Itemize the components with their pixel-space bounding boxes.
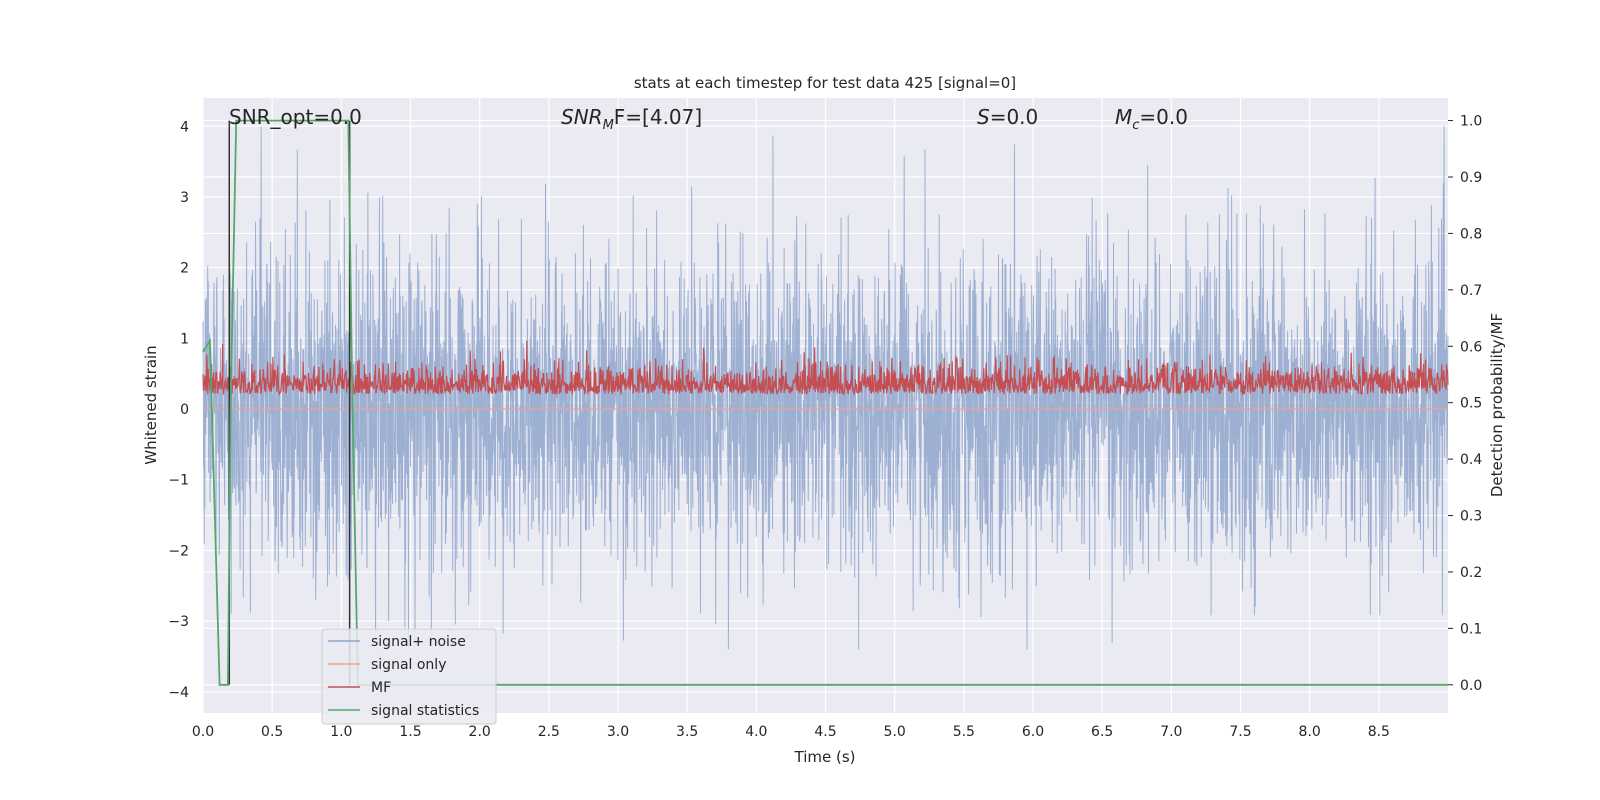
x-tick-label: 7.0 [1160, 724, 1182, 740]
y-tick-label-right: 0.9 [1460, 170, 1482, 186]
x-tick-label: 8.5 [1368, 724, 1390, 740]
annotation-snr-mf: SNRMF=[4.07] [561, 105, 702, 133]
y-tick-label-right: 0.5 [1460, 396, 1482, 412]
legend-label-signal-only: signal only [371, 657, 446, 673]
y-tick-label-right: 0.1 [1460, 621, 1482, 637]
y-axis-label-left: Whitened strain [142, 345, 160, 464]
legend-label-signal-noise: signal+ noise [371, 634, 466, 650]
annotation-s: S=0.0 [977, 105, 1038, 129]
legend-label-signal-statistics: signal statistics [371, 703, 479, 719]
y-tick-label-right: 0.0 [1460, 678, 1482, 694]
series-mf [202, 340, 1449, 397]
x-tick-label: 5.5 [953, 724, 975, 740]
legend-box [321, 628, 497, 725]
y-tick-label-left: −4 [168, 685, 189, 701]
y-tick-label-right: 0.6 [1460, 339, 1482, 355]
legend: signal+ noise signal only MF signal stat… [321, 628, 497, 725]
x-axis-label: Time (s) [794, 748, 856, 766]
y-tick-label-right: 0.2 [1460, 565, 1482, 581]
y-tick-label-left: −3 [168, 614, 189, 630]
x-tick-label: 6.0 [1022, 724, 1044, 740]
y-tick-label-left: −2 [168, 543, 189, 559]
x-tick-label: 0.0 [192, 724, 214, 740]
y-ticks-left: −4 −3 −2 −1 0 1 2 3 4 [168, 119, 189, 701]
x-tick-label: 5.0 [884, 724, 906, 740]
legend-label-mf: MF [371, 680, 391, 696]
x-tick-label: 1.5 [399, 724, 421, 740]
y-tick-label-right: 0.4 [1460, 452, 1482, 468]
x-tick-label: 3.0 [607, 724, 629, 740]
chart-title: stats at each timestep for test data 425… [634, 74, 1016, 92]
series-signal-noise [202, 126, 1449, 650]
y-tick-label-right: 1.0 [1460, 114, 1482, 130]
y-tick-label-right: 0.7 [1460, 283, 1482, 299]
x-tick-label: 3.5 [676, 724, 698, 740]
y-axis-label-right: Detection probability/MF [1488, 313, 1506, 497]
x-tick-label: 4.5 [814, 724, 836, 740]
x-tick-label: 4.0 [745, 724, 767, 740]
y-tick-label-right: 0.3 [1460, 509, 1482, 525]
y-ticks-right: 0.0 0.1 0.2 0.3 0.4 0.5 0.6 0.7 0.8 0.9 1.0 [1448, 114, 1482, 694]
x-tick-label: 6.5 [1091, 724, 1113, 740]
y-tick-label-left: 4 [180, 119, 189, 135]
x-tick-label: 8.0 [1299, 724, 1321, 740]
y-tick-label-left: 2 [180, 261, 189, 277]
annotation-mc: Mc=0.0 [1115, 105, 1188, 133]
y-tick-label-left: 3 [180, 190, 189, 206]
y-tick-label-right: 0.8 [1460, 226, 1482, 242]
annotation-snr-opt: SNR_opt=0.0 [229, 105, 362, 129]
y-tick-label-left: 1 [180, 331, 189, 347]
y-tick-label-left: −1 [168, 473, 189, 489]
x-tick-label: 0.5 [261, 724, 283, 740]
x-tick-label: 2.0 [469, 724, 491, 740]
x-tick-label: 1.0 [330, 724, 352, 740]
y-tick-label-left: 0 [180, 402, 189, 418]
x-tick-label: 7.5 [1229, 724, 1251, 740]
x-ticks: 0.0 0.5 1.0 1.5 2.0 2.5 3.0 3.5 4.0 4.5 5.0 5.5 6.0 6… [192, 724, 1390, 740]
x-tick-label: 2.5 [538, 724, 560, 740]
